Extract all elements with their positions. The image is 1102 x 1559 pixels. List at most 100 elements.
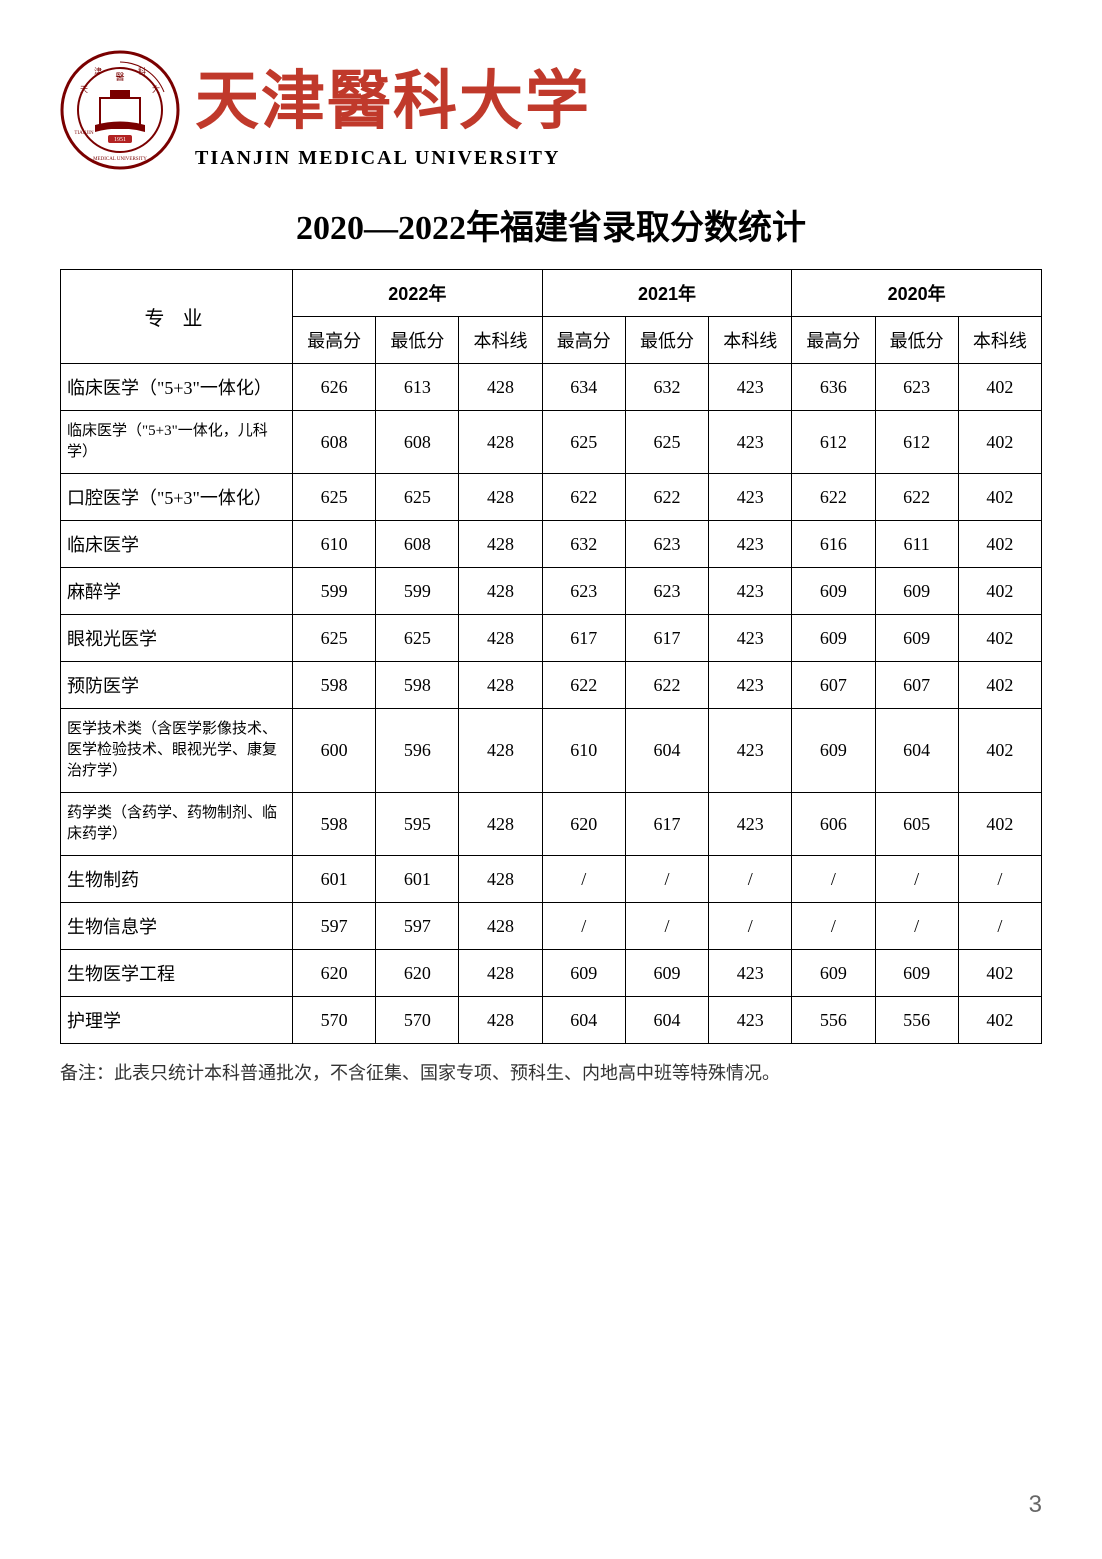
score-cell: 616	[792, 521, 875, 568]
score-cell: 428	[459, 793, 542, 856]
score-cell: 570	[293, 997, 376, 1044]
score-cell: 570	[376, 997, 459, 1044]
score-cell: 596	[376, 709, 459, 793]
score-cell: 609	[792, 950, 875, 997]
sub-header: 最高分	[293, 317, 376, 364]
major-cell: 口腔医学（"5+3"一体化）	[61, 474, 293, 521]
score-cell: 428	[459, 662, 542, 709]
score-cell: 598	[293, 662, 376, 709]
score-cell: 423	[709, 950, 792, 997]
score-cell: 609	[792, 568, 875, 615]
score-cell: 609	[792, 615, 875, 662]
score-cell: 423	[709, 568, 792, 615]
logo-text-block: 天津醫科大学 TIANJIN MEDICAL UNIVERSITY	[195, 50, 591, 170]
svg-text:醫: 醫	[115, 72, 124, 82]
score-cell: 597	[376, 903, 459, 950]
score-cell: 556	[875, 997, 958, 1044]
score-cell: 402	[958, 709, 1041, 793]
score-cell: 598	[293, 793, 376, 856]
score-cell: 623	[542, 568, 625, 615]
score-cell: /	[958, 856, 1041, 903]
score-cell: 402	[958, 997, 1041, 1044]
major-cell: 药学类（含药学、药物制剂、临床药学）	[61, 793, 293, 856]
score-cell: /	[875, 856, 958, 903]
major-cell: 临床医学	[61, 521, 293, 568]
score-cell: 622	[875, 474, 958, 521]
score-cell: 595	[376, 793, 459, 856]
sub-header: 最高分	[542, 317, 625, 364]
score-cell: 608	[293, 411, 376, 474]
svg-text:天: 天	[80, 85, 88, 94]
score-cell: /	[709, 856, 792, 903]
score-cell: 423	[709, 521, 792, 568]
table-row: 药学类（含药学、药物制剂、临床药学）5985954286206174236066…	[61, 793, 1042, 856]
major-cell: 生物制药	[61, 856, 293, 903]
sub-header: 本科线	[958, 317, 1041, 364]
score-cell: 423	[709, 615, 792, 662]
score-cell: 428	[459, 474, 542, 521]
score-cell: 620	[376, 950, 459, 997]
score-cell: 423	[709, 709, 792, 793]
score-cell: 632	[542, 521, 625, 568]
score-cell: /	[542, 903, 625, 950]
svg-text:TIANJIN: TIANJIN	[74, 131, 94, 136]
sub-header: 本科线	[709, 317, 792, 364]
score-cell: 634	[542, 364, 625, 411]
score-cell: 600	[293, 709, 376, 793]
year-header-2020: 2020年	[792, 270, 1042, 317]
score-cell: 428	[459, 950, 542, 997]
sub-header: 本科线	[459, 317, 542, 364]
score-cell: 428	[459, 709, 542, 793]
score-cell: 428	[459, 568, 542, 615]
score-cell: 623	[625, 521, 708, 568]
score-cell: 632	[625, 364, 708, 411]
score-cell: 625	[376, 474, 459, 521]
major-cell: 眼视光医学	[61, 615, 293, 662]
score-cell: 623	[875, 364, 958, 411]
score-cell: 428	[459, 521, 542, 568]
major-cell: 临床医学（"5+3"一体化，儿科学）	[61, 411, 293, 474]
score-cell: 428	[459, 997, 542, 1044]
score-cell: 610	[293, 521, 376, 568]
score-cell: 601	[376, 856, 459, 903]
score-cell: 402	[958, 411, 1041, 474]
score-cell: 609	[792, 709, 875, 793]
logo-cn-name: 天津醫科大学	[195, 50, 591, 142]
table-header-row-years: 专业 2022年 2021年 2020年	[61, 270, 1042, 317]
score-cell: /	[625, 903, 708, 950]
table-row: 生物信息学597597428//////	[61, 903, 1042, 950]
table-body: 临床医学（"5+3"一体化）62661342863463242363662340…	[61, 364, 1042, 1044]
score-cell: 402	[958, 615, 1041, 662]
major-cell: 麻醉学	[61, 568, 293, 615]
svg-text:大: 大	[152, 84, 160, 94]
score-cell: /	[625, 856, 708, 903]
svg-text:1951: 1951	[114, 137, 126, 143]
svg-text:津: 津	[94, 66, 102, 76]
score-cell: 601	[293, 856, 376, 903]
score-cell: 608	[376, 411, 459, 474]
page-title: 2020—2022年福建省录取分数统计	[60, 200, 1042, 249]
score-cell: 402	[958, 662, 1041, 709]
major-cell: 临床医学（"5+3"一体化）	[61, 364, 293, 411]
score-cell: 402	[958, 793, 1041, 856]
table-header: 专业 2022年 2021年 2020年 最高分 最低分 本科线 最高分 最低分…	[61, 270, 1042, 364]
score-cell: 625	[293, 615, 376, 662]
score-cell: 402	[958, 474, 1041, 521]
score-cell: 428	[459, 411, 542, 474]
score-cell: 423	[709, 997, 792, 1044]
score-cell: 606	[792, 793, 875, 856]
score-cell: 622	[625, 662, 708, 709]
table-row: 临床医学（"5+3"一体化，儿科学）6086084286256254236126…	[61, 411, 1042, 474]
score-cell: 611	[875, 521, 958, 568]
score-cell: 423	[709, 662, 792, 709]
logo-section: 醫 津 科 天 大 1951 MEDICAL UNIVERSITY TIANJI…	[60, 50, 1042, 170]
score-cell: 608	[376, 521, 459, 568]
score-cell: 604	[625, 709, 708, 793]
score-cell: 625	[293, 474, 376, 521]
score-cell: 622	[542, 662, 625, 709]
year-header-2021: 2021年	[542, 270, 792, 317]
score-cell: 599	[293, 568, 376, 615]
score-cell: 599	[376, 568, 459, 615]
table-row: 临床医学（"5+3"一体化）62661342863463242363662340…	[61, 364, 1042, 411]
score-cell: 604	[625, 997, 708, 1044]
